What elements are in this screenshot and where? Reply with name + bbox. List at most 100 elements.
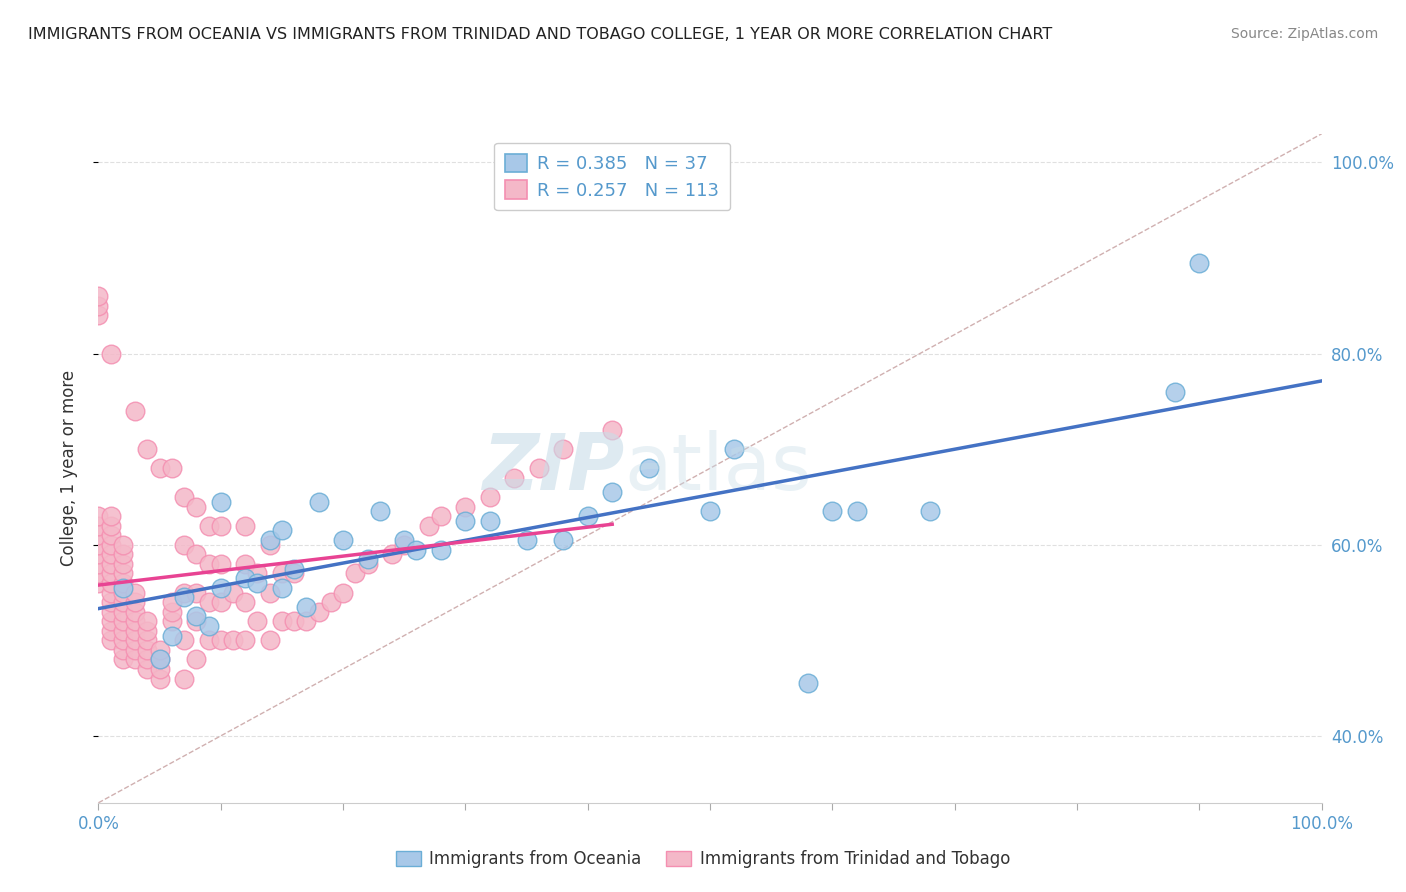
Point (233, 571, 256, 585)
Point (87, 538, 110, 552)
Point (699, 504, 721, 518)
Point (259, 633, 281, 648)
Point (527, 461, 550, 475)
Point (638, 461, 661, 475)
Point (197, 633, 219, 648)
Point (283, 614, 305, 628)
Point (87, 557, 110, 571)
Point (87, 299, 110, 313)
Text: Source: ZipAtlas.com: Source: ZipAtlas.com (1230, 27, 1378, 41)
Point (100, 595, 122, 609)
Point (430, 509, 453, 524)
Point (87, 528, 110, 542)
Point (100, 614, 122, 628)
Point (87, 509, 110, 524)
Point (332, 585, 354, 599)
Point (136, 643, 159, 657)
Point (295, 614, 318, 628)
Point (209, 518, 232, 533)
Point (124, 404, 146, 418)
Point (454, 500, 477, 514)
Point (100, 518, 122, 533)
Point (136, 442, 159, 457)
Point (515, 533, 537, 547)
Point (136, 624, 159, 638)
Point (405, 542, 427, 557)
Point (87, 518, 110, 533)
Point (100, 576, 122, 591)
Point (160, 595, 183, 609)
Point (100, 624, 122, 638)
Point (173, 585, 195, 599)
Point (344, 566, 367, 581)
Point (356, 557, 378, 571)
Point (246, 566, 269, 581)
Point (319, 595, 342, 609)
Point (173, 633, 195, 648)
Point (160, 629, 183, 643)
Point (136, 662, 159, 676)
Point (553, 442, 575, 457)
Point (553, 533, 575, 547)
Point (87, 309, 110, 323)
Point (149, 652, 172, 666)
Point (295, 599, 318, 614)
Point (233, 557, 256, 571)
Point (308, 605, 330, 619)
Point (209, 557, 232, 571)
Point (418, 518, 440, 533)
Point (186, 500, 208, 514)
Point (270, 581, 294, 595)
Point (124, 624, 146, 638)
Point (478, 514, 501, 528)
Point (381, 547, 404, 561)
Point (503, 471, 526, 485)
Point (111, 566, 134, 581)
Point (259, 538, 281, 552)
Point (100, 547, 122, 561)
Point (209, 633, 232, 648)
Point (111, 624, 134, 638)
Point (821, 504, 844, 518)
Point (136, 652, 159, 666)
Point (197, 518, 219, 533)
Point (100, 605, 122, 619)
Point (283, 566, 305, 581)
Point (124, 605, 146, 619)
Text: atlas: atlas (624, 430, 811, 507)
Point (233, 633, 256, 648)
Point (197, 557, 219, 571)
Point (723, 442, 745, 457)
Point (259, 533, 281, 547)
Point (197, 619, 219, 633)
Point (100, 509, 122, 524)
Point (222, 633, 245, 648)
Point (100, 538, 122, 552)
Point (209, 494, 232, 508)
Point (100, 566, 122, 581)
Point (111, 605, 134, 619)
Point (87, 289, 110, 303)
Point (186, 652, 208, 666)
Point (149, 652, 172, 666)
Point (87, 566, 110, 581)
Point (576, 509, 599, 524)
Point (160, 605, 183, 619)
Point (111, 595, 134, 609)
Point (173, 672, 195, 686)
Point (111, 557, 134, 571)
Point (100, 633, 122, 648)
Point (1164, 384, 1187, 399)
Point (160, 614, 183, 628)
Point (100, 346, 122, 360)
Point (87, 576, 110, 591)
Point (111, 581, 134, 595)
Legend: R = 0.385   N = 37, R = 0.257   N = 113: R = 0.385 N = 37, R = 0.257 N = 113 (494, 143, 730, 211)
Text: IMMIGRANTS FROM OCEANIA VS IMMIGRANTS FROM TRINIDAD AND TOBAGO COLLEGE, 1 YEAR O: IMMIGRANTS FROM OCEANIA VS IMMIGRANTS FR… (28, 27, 1052, 42)
Point (270, 566, 294, 581)
Y-axis label: College, 1 year or more: College, 1 year or more (59, 370, 77, 566)
Point (478, 490, 501, 504)
Point (1188, 256, 1211, 270)
Point (233, 595, 256, 609)
Text: ZIP: ZIP (482, 430, 624, 507)
